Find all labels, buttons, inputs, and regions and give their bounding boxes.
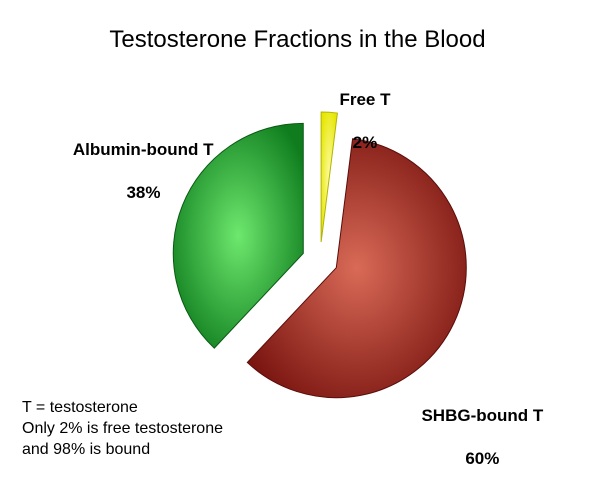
footnote-text: T = testosterone Only 2% is free testost… — [22, 398, 223, 460]
pie-label-shbg-bound-t: SHBG-bound T 60% — [412, 384, 543, 469]
pie-label-percent: 38% — [126, 183, 160, 202]
pie-label-name: SHBG-bound T — [421, 406, 543, 425]
pie-label-name: Free T — [339, 90, 390, 109]
pie-label-name: Albumin-bound T — [73, 140, 214, 159]
pie-label-percent: 2% — [353, 133, 378, 152]
pie-label-free-t: Free T 2% — [330, 68, 390, 153]
pie-label-percent: 60% — [465, 449, 499, 468]
pie-label-albumin-bound-t: Albumin-bound T 38% — [64, 118, 214, 203]
